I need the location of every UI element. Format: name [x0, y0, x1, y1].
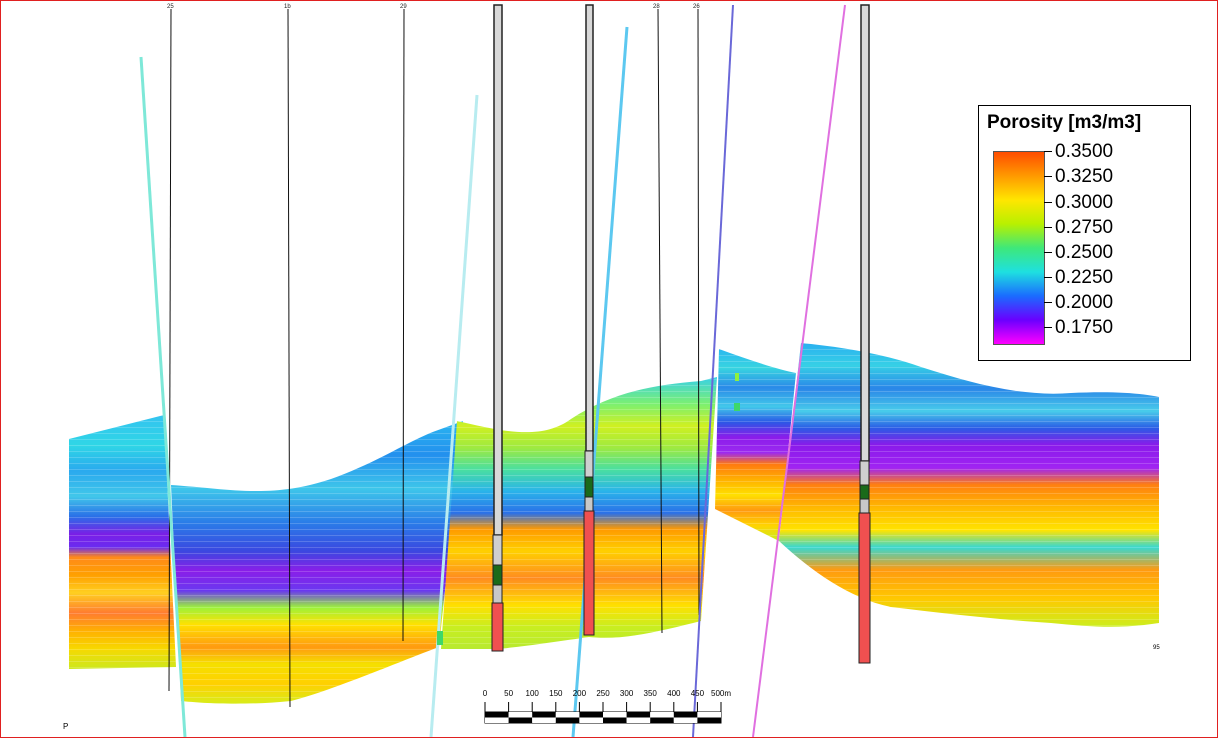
right-marker-label: 95 — [1153, 645, 1160, 651]
scale-bar-label: 0 — [482, 689, 488, 698]
legend-tick-label: 0.1750 — [1055, 317, 1114, 338]
legend-tick-mark — [1044, 277, 1052, 278]
legend-tick-mark — [1044, 176, 1052, 177]
scale-bar-label: 350 — [643, 689, 657, 698]
scale-bar-label: 150 — [549, 689, 563, 698]
legend-tick-label: 0.2500 — [1055, 242, 1114, 263]
legend-tick-label: 0.2750 — [1055, 217, 1114, 238]
legend-tick-mark — [1044, 302, 1052, 303]
well-label-4: 28 — [653, 4, 660, 10]
legend-tick-label: 0.3500 — [1055, 141, 1114, 162]
well-label-1: 25 — [167, 4, 174, 10]
scale-bar-label: 100 — [525, 689, 539, 698]
scale-bar-label: 500m — [710, 689, 732, 698]
scale-bar: 0 50 100 150 200 250 300 350 400 450 500m — [471, 689, 741, 729]
legend-tick-mark — [1044, 252, 1052, 253]
well-label-5: 26 — [693, 4, 700, 10]
legend-tick-label: 0.2250 — [1055, 267, 1114, 288]
legend-tick-mark — [1044, 327, 1052, 328]
scale-bar-label: 200 — [572, 689, 587, 698]
legend-tick-label: 0.3250 — [1055, 166, 1114, 187]
corner-label: P — [63, 722, 69, 731]
scale-bar-label: 300 — [619, 689, 634, 698]
scale-bar-label: 250 — [596, 689, 610, 698]
legend-tick-mark — [1044, 227, 1052, 228]
scale-bar-label: 400 — [667, 689, 681, 698]
well-label-3: 29 — [400, 4, 407, 10]
porosity-legend[interactable]: Porosity [m3/m3] 0.3500 0.3250 0.3000 0.… — [978, 105, 1191, 361]
well-label-2: 1b — [284, 4, 291, 10]
legend-title: Porosity [m3/m3] — [987, 112, 1142, 133]
legend-tick-mark — [1044, 202, 1052, 203]
legend-tick-label: 0.3000 — [1055, 192, 1114, 213]
legend-tick-label: 0.2000 — [1055, 292, 1114, 313]
scale-bar-label: 50 — [504, 689, 514, 698]
legend-color-bar — [993, 151, 1045, 345]
legend-tick-mark — [1044, 151, 1052, 152]
scale-bar-label: 450 — [690, 689, 705, 698]
